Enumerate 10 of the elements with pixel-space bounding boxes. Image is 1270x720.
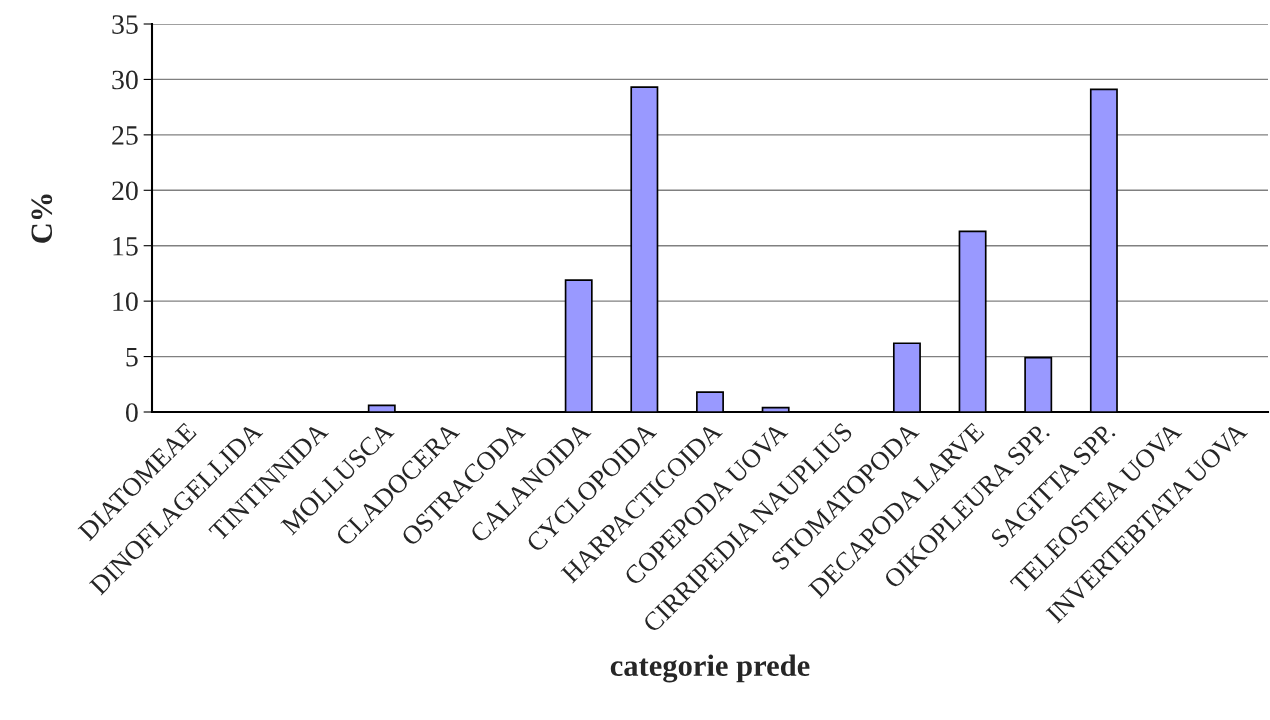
x-axis-title: categorie prede: [610, 654, 810, 683]
y-tick-label: 10: [113, 292, 138, 312]
y-tick-label: 30: [112, 70, 138, 90]
y-tick-label: 20: [112, 181, 138, 201]
y-tick-label: 5: [126, 348, 138, 367]
y-tick-label: 15: [113, 237, 138, 256]
y-tick-label: 35: [112, 15, 138, 34]
y-tick-label: 0: [125, 403, 138, 422]
y-axis-title: C%: [31, 194, 53, 243]
y-tick-label: 25: [112, 126, 138, 145]
